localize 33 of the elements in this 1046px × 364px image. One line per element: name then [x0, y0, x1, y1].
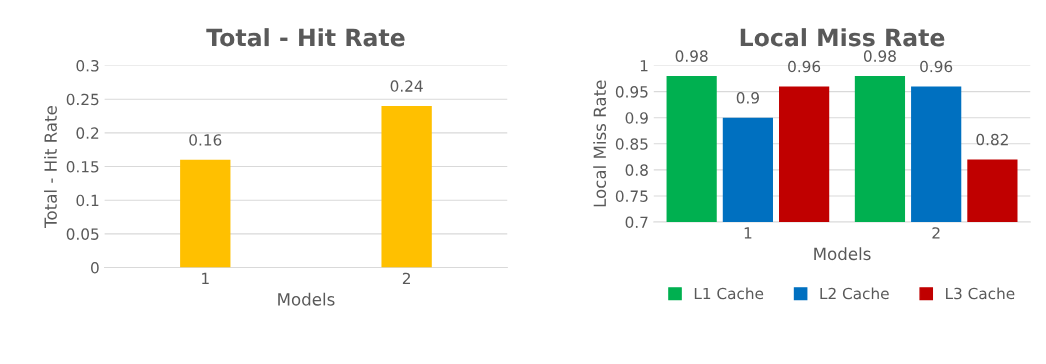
chart-title: Total - Hit Rate [206, 28, 405, 47]
y-tick-label: 0.1 [76, 194, 99, 207]
data-label: 0.82 [976, 133, 1008, 146]
y-tick-label: 0.15 [66, 161, 99, 173]
chart-title: Local Miss Rate [740, 28, 945, 47]
data-label: 0.16 [189, 134, 222, 146]
y-axis-title: Local Miss Rate [593, 80, 607, 207]
y-tick-label: 0.9 [625, 112, 648, 124]
data-label: 0.96 [920, 60, 953, 73]
x-tick-label: 2 [932, 227, 940, 239]
legend-label: L1 Cache [694, 287, 764, 300]
legend-label: L2 Cache [820, 287, 889, 300]
y-tick-label: 0 [91, 262, 99, 274]
data-label: 0.98 [675, 50, 708, 62]
data-label: 0.9 [736, 92, 759, 104]
x-axis-title: Models [814, 247, 871, 261]
data-label: 0.96 [788, 60, 821, 73]
y-tick-label: 0.8 [625, 164, 648, 176]
y-tick-label: 0.95 [615, 86, 648, 98]
data-label: 0.98 [863, 50, 896, 62]
y-tick-label: 0.85 [615, 138, 648, 150]
y-tick-label: 0.7 [625, 216, 648, 229]
y-tick-label: 0.05 [66, 228, 99, 240]
y-tick-label: 0.3 [76, 59, 99, 72]
y-axis-title: Total - Hit Rate [44, 106, 57, 228]
legend-label: L3 Cache [946, 287, 1015, 300]
y-tick-label: 0.25 [66, 93, 99, 106]
data-label: 0.24 [390, 80, 423, 92]
x-tick-label: 2 [402, 272, 410, 285]
x-axis-title: Models [278, 292, 335, 306]
y-tick-label: 1 [640, 60, 648, 72]
y-tick-label: 0.75 [615, 190, 648, 202]
y-tick-label: 0.2 [76, 127, 99, 139]
